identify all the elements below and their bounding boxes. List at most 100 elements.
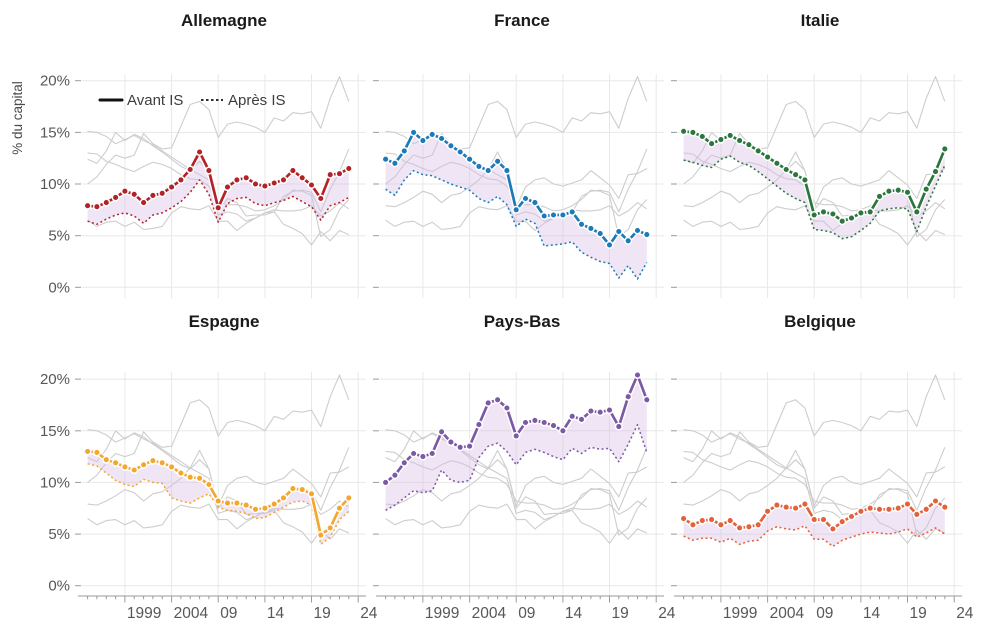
data-point [418, 136, 427, 145]
data-point [326, 170, 335, 179]
data-point [791, 170, 800, 179]
ghost-line-pays-bas [87, 374, 350, 483]
data-point [428, 130, 437, 139]
data-point [716, 135, 725, 144]
data-point [437, 427, 446, 436]
data-point [847, 512, 856, 521]
data-point [400, 458, 409, 467]
data-point [251, 505, 260, 514]
panel-pays-bas: 1999 2004 09 14 19 24 Pays-Bas [373, 312, 676, 622]
data-point [912, 510, 921, 519]
data-point [624, 236, 633, 245]
data-point [92, 448, 101, 457]
data-point [111, 458, 120, 467]
data-point [744, 140, 753, 149]
panel-title: Espagne [189, 312, 260, 331]
data-point [242, 173, 251, 182]
data-point [642, 395, 651, 404]
x-tick-label: 1999 [723, 605, 757, 622]
data-point [148, 456, 157, 465]
ghost-line-espagne [683, 450, 946, 536]
legend: Avant IS Après IS [98, 92, 286, 109]
data-point [735, 523, 744, 532]
data-point [726, 131, 735, 140]
data-point [418, 452, 427, 461]
data-point [819, 207, 828, 216]
apres-line [385, 423, 648, 511]
data-point [139, 460, 148, 469]
data-point [120, 187, 129, 196]
y-tick-label: 10% [40, 176, 70, 193]
data-point [186, 165, 195, 174]
y-tick-label: 20% [40, 73, 70, 90]
data-point [344, 164, 353, 173]
data-point [810, 515, 819, 524]
data-point [195, 147, 204, 157]
data-point [260, 182, 269, 191]
x-tick-label: 19 [314, 605, 331, 622]
data-point [167, 183, 176, 192]
data-point [763, 153, 772, 162]
data-point [428, 449, 437, 458]
data-point [884, 505, 893, 514]
data-point [270, 178, 279, 188]
data-point [698, 516, 707, 525]
data-point [521, 194, 530, 203]
data-point [176, 175, 185, 184]
data-point [782, 165, 791, 174]
data-point [558, 210, 567, 220]
data-point [866, 207, 875, 216]
data-point [465, 155, 474, 164]
avant-apres-band [385, 375, 647, 511]
data-point [828, 209, 837, 219]
x-tick-label: 1999 [425, 605, 459, 622]
data-point [800, 175, 809, 184]
data-point [279, 493, 288, 502]
data-point [754, 146, 763, 155]
data-point [940, 503, 949, 512]
data-point [568, 207, 577, 216]
data-point [148, 191, 157, 200]
y-tick-label: 5% [48, 526, 70, 543]
data-point [390, 159, 399, 168]
ghost-line-italie [87, 130, 350, 222]
data-point [549, 210, 558, 220]
data-point [810, 210, 819, 220]
ghost-line-italie [683, 429, 946, 521]
data-point [894, 186, 903, 195]
data-point [633, 370, 642, 380]
y-tick-label: 20% [40, 371, 70, 388]
panel-espagne: 0% 5% 10% 15% 20% 1999 2004 09 14 19 24 Espagne [40, 312, 378, 622]
data-point [409, 449, 418, 458]
data-point [568, 412, 577, 421]
data-point [894, 504, 903, 513]
data-point [707, 139, 716, 148]
data-point [875, 505, 884, 514]
x-tick-label: 2004 [472, 605, 507, 622]
data-point [903, 188, 912, 197]
data-point [922, 505, 931, 514]
panel-france: France [373, 11, 664, 298]
data-point [223, 499, 232, 508]
data-point [102, 198, 111, 207]
data-point [530, 416, 539, 425]
data-point [298, 485, 307, 494]
apres-line [87, 179, 350, 226]
avant-apres-band [385, 132, 647, 279]
data-point [875, 192, 884, 201]
x-tick-label: 19 [612, 605, 629, 622]
data-point [912, 207, 921, 216]
x-tick-label: 14 [267, 605, 285, 622]
data-point [716, 520, 725, 529]
apres-line [683, 525, 946, 548]
data-point [540, 418, 549, 427]
data-point [344, 493, 353, 502]
data-point [782, 503, 791, 512]
panel-italie: Italie [671, 11, 962, 298]
data-point [92, 202, 101, 211]
data-point [381, 155, 390, 164]
data-point [633, 226, 642, 235]
data-point [446, 141, 455, 150]
